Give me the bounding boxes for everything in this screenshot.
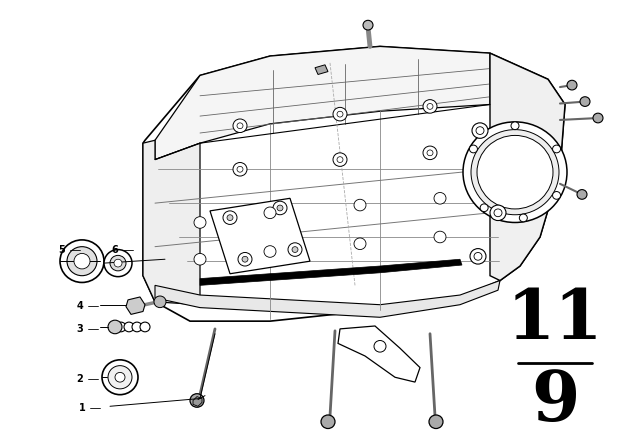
Text: 6: 6 xyxy=(111,245,118,254)
Circle shape xyxy=(264,207,276,219)
Circle shape xyxy=(223,211,237,224)
Circle shape xyxy=(470,249,486,264)
Circle shape xyxy=(237,166,243,172)
Circle shape xyxy=(108,366,132,389)
Circle shape xyxy=(273,201,287,215)
Circle shape xyxy=(474,253,482,260)
Circle shape xyxy=(104,250,132,277)
Circle shape xyxy=(333,108,347,121)
Circle shape xyxy=(494,209,502,217)
Circle shape xyxy=(140,322,150,332)
Circle shape xyxy=(511,122,519,129)
Circle shape xyxy=(194,254,206,265)
Circle shape xyxy=(277,205,283,211)
Text: 5: 5 xyxy=(59,245,65,254)
Circle shape xyxy=(480,204,488,211)
Polygon shape xyxy=(155,280,500,317)
Text: 11: 11 xyxy=(507,286,604,353)
Circle shape xyxy=(354,238,366,250)
Text: 1: 1 xyxy=(79,403,85,413)
Circle shape xyxy=(67,247,97,276)
Circle shape xyxy=(477,135,553,209)
Polygon shape xyxy=(155,47,490,159)
Circle shape xyxy=(337,157,343,163)
Circle shape xyxy=(108,320,122,334)
Polygon shape xyxy=(193,396,202,406)
Circle shape xyxy=(337,111,343,117)
Circle shape xyxy=(434,231,446,243)
Circle shape xyxy=(469,145,477,153)
Circle shape xyxy=(593,113,603,123)
Circle shape xyxy=(490,205,506,220)
Circle shape xyxy=(354,199,366,211)
Circle shape xyxy=(292,247,298,253)
Circle shape xyxy=(124,322,134,332)
Circle shape xyxy=(102,360,138,395)
Circle shape xyxy=(519,214,527,222)
Polygon shape xyxy=(315,65,328,74)
Circle shape xyxy=(423,146,437,159)
Circle shape xyxy=(154,296,166,308)
Text: 9: 9 xyxy=(531,367,579,435)
Circle shape xyxy=(374,340,386,352)
Circle shape xyxy=(552,192,561,199)
Circle shape xyxy=(194,217,206,228)
Circle shape xyxy=(242,256,248,262)
Text: 2: 2 xyxy=(77,374,83,384)
Circle shape xyxy=(580,97,590,107)
Polygon shape xyxy=(490,53,565,280)
Circle shape xyxy=(427,150,433,156)
Circle shape xyxy=(190,394,204,407)
Circle shape xyxy=(567,80,577,90)
Circle shape xyxy=(552,145,561,153)
Circle shape xyxy=(333,153,347,166)
Circle shape xyxy=(116,322,126,332)
Text: 3: 3 xyxy=(77,324,83,334)
Circle shape xyxy=(114,259,122,267)
Circle shape xyxy=(577,190,587,199)
Circle shape xyxy=(476,127,484,134)
Circle shape xyxy=(264,246,276,257)
Circle shape xyxy=(60,240,104,282)
Circle shape xyxy=(321,415,335,429)
Circle shape xyxy=(233,119,247,133)
Circle shape xyxy=(427,103,433,109)
Polygon shape xyxy=(200,259,462,285)
Circle shape xyxy=(363,20,373,30)
Circle shape xyxy=(429,415,443,429)
Polygon shape xyxy=(210,198,310,274)
Circle shape xyxy=(472,123,488,138)
Circle shape xyxy=(110,255,126,271)
Circle shape xyxy=(423,99,437,113)
Polygon shape xyxy=(143,140,200,305)
Circle shape xyxy=(132,322,142,332)
Text: 4: 4 xyxy=(77,301,83,310)
Circle shape xyxy=(463,122,567,223)
Circle shape xyxy=(434,193,446,204)
Circle shape xyxy=(227,215,233,220)
Circle shape xyxy=(115,372,125,382)
Polygon shape xyxy=(126,297,145,314)
Circle shape xyxy=(74,254,90,269)
Polygon shape xyxy=(143,47,565,321)
Circle shape xyxy=(288,243,302,256)
Circle shape xyxy=(471,129,559,215)
Circle shape xyxy=(238,253,252,266)
Polygon shape xyxy=(338,326,420,382)
Circle shape xyxy=(237,123,243,129)
Circle shape xyxy=(233,163,247,176)
